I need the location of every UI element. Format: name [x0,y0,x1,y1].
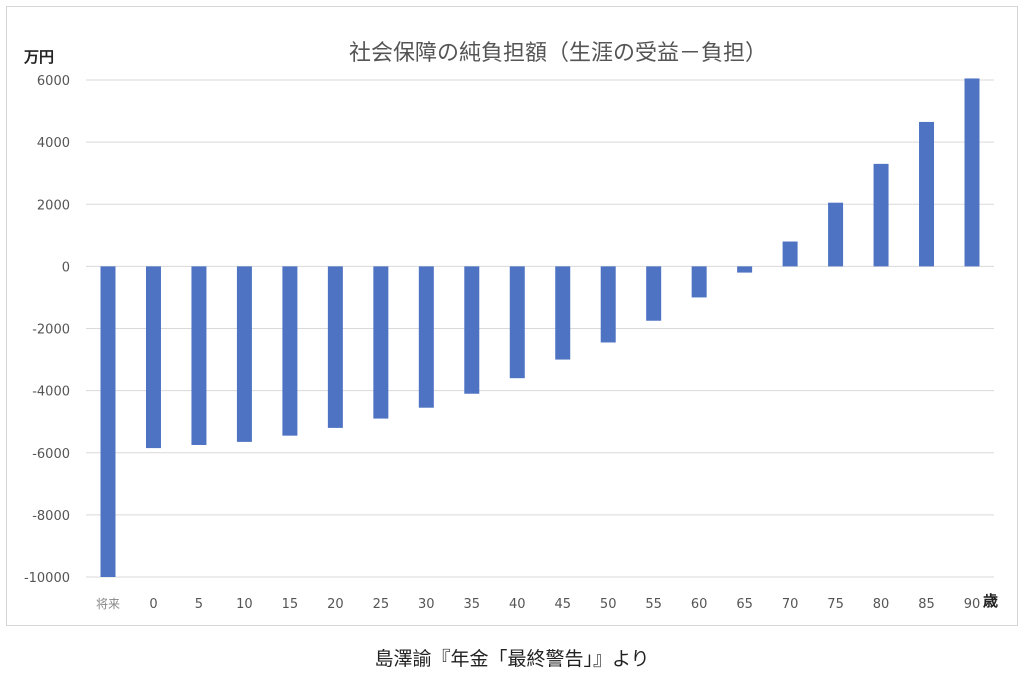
grid-lines [86,79,994,578]
bar [145,266,161,449]
x-tick-label: 0 [149,597,157,612]
bar [236,266,252,442]
x-tick-label: 10 [236,597,253,612]
y-tick-label: -6000 [32,447,70,462]
y-tick-label: -2000 [32,323,70,338]
y-tick-label: 6000 [37,74,70,89]
x-tick-label: 20 [327,597,344,612]
x-tick-label: 70 [782,597,799,612]
x-tick-labels: 将来 0 5 10 15 20 25 30 35 40 45 50 55 60 65 70 75 80 85 90 [96,597,980,612]
bar [555,266,571,360]
y-tick-label: -10000 [24,571,70,586]
bar [646,266,662,321]
x-tick-label: 5 [195,597,203,612]
bar-chart: 社会保障の純負担額（生涯の受益－負担） 万円 歳 6000 4000 2000 0 -2… [23,41,998,612]
x-tick-label: 55 [645,597,662,612]
x-tick-label: 65 [736,597,753,612]
x-tick-label: 50 [600,597,617,612]
bar [464,266,480,394]
bar [191,266,207,445]
x-tick-label: 80 [873,597,890,612]
bar [100,266,116,577]
bar [373,266,389,419]
bar [873,163,889,267]
x-tick-label: 30 [418,597,435,612]
bar [509,266,525,379]
x-tick-label: 45 [554,597,571,612]
x-axis-unit: 歳 [983,592,998,610]
bar [828,202,844,267]
x-tick-label: 15 [282,597,299,612]
bar [691,266,707,298]
y-axis-unit: 万円 [23,48,54,66]
y-tick-label: -4000 [32,385,70,400]
bar [418,266,434,408]
x-tick-label: 85 [918,597,935,612]
bar [282,266,298,436]
y-tick-label: -8000 [32,509,70,524]
y-tick-labels: 6000 4000 2000 0 -2000 -4000 -6000 -8000 -10000 [24,74,70,586]
x-tick-label: 90 [964,597,981,612]
bar [737,266,753,273]
x-tick-label: 35 [464,597,481,612]
x-tick-label: 75 [827,597,844,612]
y-tick-label: 4000 [37,136,70,151]
bar [964,78,980,267]
bar [327,266,343,428]
y-tick-label: 0 [62,260,70,275]
chart-title: 社会保障の純負担額（生涯の受益－負担） [349,41,767,66]
bars [100,78,980,577]
bar [782,241,798,267]
y-tick-label: 2000 [37,198,70,213]
x-tick-label: 将来 [96,597,120,611]
x-tick-label: 25 [373,597,390,612]
x-tick-label: 60 [691,597,708,612]
source-caption: 島澤諭『年金「最終警告」』より [374,648,650,670]
x-tick-label: 40 [509,597,526,612]
bar [600,266,616,343]
bar [919,121,935,267]
